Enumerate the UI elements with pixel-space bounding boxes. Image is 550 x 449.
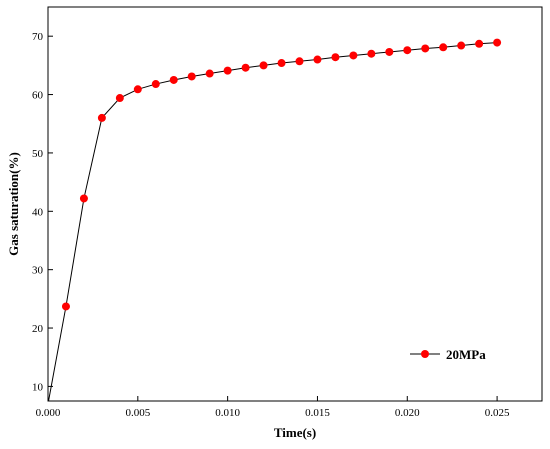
data-point	[385, 47, 394, 56]
data-point	[475, 39, 484, 48]
x-tick-label: 0.015	[305, 407, 330, 419]
data-point	[97, 113, 106, 122]
legend: 20MPa	[410, 347, 486, 362]
data-point	[223, 66, 232, 75]
y-tick-label: 10	[32, 381, 44, 393]
series-layer	[48, 38, 502, 401]
y-tick-label: 40	[32, 206, 44, 218]
data-point	[313, 55, 322, 64]
data-point	[403, 46, 412, 55]
data-point	[493, 38, 502, 47]
data-point	[241, 63, 250, 72]
data-point	[115, 94, 124, 103]
data-point	[259, 61, 268, 70]
data-point	[133, 85, 142, 94]
data-point	[349, 51, 358, 60]
data-point	[169, 75, 178, 84]
y-tick-label: 20	[32, 323, 44, 335]
data-point	[151, 80, 160, 89]
data-point	[457, 41, 466, 50]
data-point	[331, 53, 340, 62]
data-point	[205, 69, 214, 78]
data-point	[295, 57, 304, 66]
data-point	[367, 49, 376, 58]
data-point	[439, 43, 448, 52]
legend-marker	[421, 350, 429, 358]
y-axis-title: Gas saturation(%)	[6, 152, 21, 256]
x-tick-label: 0.010	[215, 407, 240, 419]
x-axis-ticks: 0.000 0.005 0.010 0.015 0.020 0.025	[36, 396, 510, 419]
y-axis-ticks: 10 20 30 40 50 60 70	[32, 31, 53, 393]
x-tick-label: 0.005	[125, 407, 150, 419]
y-tick-label: 50	[32, 148, 44, 160]
x-tick-label: 0.000	[36, 407, 61, 419]
data-point	[421, 44, 430, 53]
legend-label: 20MPa	[446, 347, 486, 362]
data-point	[61, 302, 70, 311]
series-line	[48, 42, 498, 401]
data-point	[277, 59, 286, 68]
y-tick-label: 60	[32, 90, 44, 102]
plot-frame	[47, 6, 543, 402]
x-tick-label: 0.025	[485, 407, 510, 419]
data-point	[79, 194, 88, 203]
x-axis-title: Time(s)	[274, 425, 316, 440]
y-tick-label: 30	[32, 265, 44, 277]
data-point	[187, 72, 196, 81]
y-tick-label: 70	[32, 31, 44, 43]
x-tick-label: 0.020	[395, 407, 420, 419]
